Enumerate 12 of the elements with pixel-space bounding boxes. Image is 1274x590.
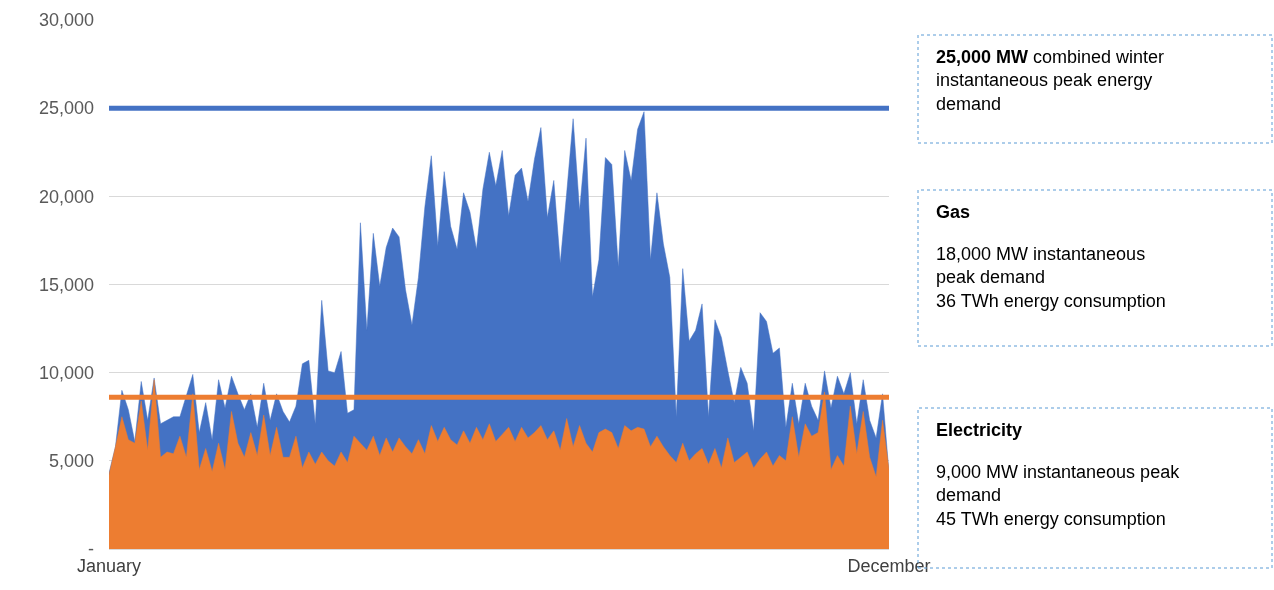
text: Gas	[936, 202, 971, 222]
text: 9,000 MW instantaneous peak demand 45 TWh energy consumption	[936, 462, 1181, 529]
text: 18,000 MW instantaneous peak demand 36 TWh energy consumption	[936, 244, 1166, 311]
x-tick-label: December	[847, 555, 931, 576]
y-tick-label: 10,000	[38, 362, 94, 383]
y-tick-label: 30,000	[38, 10, 94, 31]
y-tick-label: 20,000	[38, 186, 94, 207]
y-tick-label: 25,000	[38, 98, 94, 119]
text: 25,000 MW	[936, 47, 1029, 67]
y-tick-label: 15,000	[38, 274, 94, 295]
y-tick-label: 5,000	[48, 451, 94, 472]
text: Electricity	[936, 420, 1023, 440]
